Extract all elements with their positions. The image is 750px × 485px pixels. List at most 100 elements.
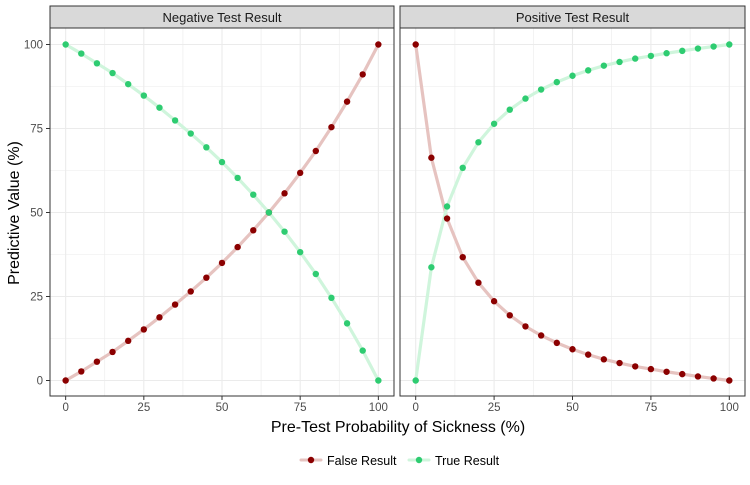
data-point-true-result (459, 164, 466, 172)
x-tick-label: 25 (137, 402, 150, 414)
data-point-true-result (632, 55, 639, 62)
x-tick-label: 50 (216, 402, 229, 414)
data-point-false-result (616, 359, 623, 367)
y-tick-label: 75 (30, 124, 43, 136)
data-point-false-result (234, 243, 241, 251)
x-tick-label: 75 (645, 402, 658, 414)
data-point-false-result (218, 259, 226, 267)
data-point-true-result (171, 117, 179, 124)
data-point-true-result (312, 270, 320, 278)
data-point-false-result (506, 312, 513, 319)
data-point-false-result (647, 365, 655, 373)
data-point-true-result (537, 86, 545, 93)
data-point-true-result (553, 78, 561, 86)
x-axis-title: Pre-Test Probability of Sickness (%) (271, 419, 525, 436)
data-point-false-result (726, 377, 733, 384)
data-point-true-result (203, 144, 210, 151)
facet-strip-title: Positive Test Result (516, 10, 630, 25)
data-point-false-result (62, 377, 69, 384)
data-point-false-result (359, 71, 366, 78)
data-point-true-result (726, 41, 733, 48)
data-point-true-result (281, 228, 288, 235)
x-tick-label: 25 (488, 402, 501, 414)
data-point-true-result (412, 377, 419, 384)
data-point-false-result (343, 98, 351, 105)
data-point-true-result (584, 67, 592, 74)
data-point-false-result (140, 326, 148, 333)
data-point-false-result (569, 346, 576, 353)
data-point-false-result (203, 274, 210, 281)
y-tick-label: 0 (37, 376, 43, 388)
data-point-false-result (296, 169, 304, 177)
data-point-false-result (171, 301, 179, 308)
y-tick-label: 50 (30, 208, 43, 220)
data-point-true-result (616, 58, 623, 66)
data-point-true-result (663, 50, 670, 57)
data-point-false-result (710, 375, 717, 382)
x-tick-label: 50 (566, 402, 579, 414)
data-point-true-result (710, 43, 717, 50)
data-point-true-result (600, 62, 608, 69)
data-point-false-result (124, 337, 132, 345)
data-point-false-result (553, 339, 561, 347)
panel-positive-test: Positive Test Result 0 25 50 75 100 (399, 5, 746, 414)
data-point-false-result (522, 323, 529, 330)
data-point-true-result (490, 120, 498, 127)
data-point-false-result (584, 351, 592, 358)
x-tick-label: 0 (62, 402, 68, 414)
panel-negative-test: Negative Test Result 0 25 50 75 100 0 25 50 75 100 (24, 5, 395, 414)
data-point-true-result (187, 130, 194, 137)
data-point-true-result (218, 158, 226, 166)
data-point-false-result (109, 348, 116, 356)
data-point-false-result (78, 368, 85, 375)
data-point-true-result (234, 174, 241, 182)
data-point-true-result (375, 377, 382, 384)
legend-true-marker (415, 456, 423, 464)
data-point-false-result (443, 215, 451, 222)
data-point-true-result (93, 60, 101, 67)
data-point-false-result (412, 41, 419, 48)
data-point-false-result (600, 356, 608, 363)
data-point-true-result (428, 264, 435, 271)
legend-true-label: True Result (435, 454, 500, 468)
data-point-false-result (328, 123, 335, 131)
data-point-true-result (569, 72, 576, 79)
data-point-true-result (140, 92, 148, 99)
data-point-false-result (93, 358, 101, 365)
data-point-true-result (343, 320, 351, 327)
x-tick-label: 100 (720, 402, 739, 414)
data-point-false-result (537, 332, 545, 339)
y-tick-label: 100 (24, 40, 43, 52)
data-point-true-result (62, 41, 69, 48)
data-point-false-result (694, 373, 702, 380)
data-point-true-result (265, 209, 273, 216)
y-axis-title: Predictive Value (%) (6, 141, 23, 285)
data-point-true-result (679, 47, 686, 55)
x-tick-label: 100 (369, 402, 388, 414)
data-point-false-result (156, 314, 163, 321)
data-point-true-result (694, 45, 702, 52)
data-point-false-result (428, 154, 435, 161)
data-point-true-result (647, 52, 655, 60)
data-point-true-result (78, 50, 85, 57)
data-point-true-result (443, 203, 451, 210)
data-point-true-result (109, 69, 116, 77)
data-point-true-result (475, 139, 482, 146)
data-point-false-result (375, 41, 382, 48)
data-point-true-result (328, 294, 335, 302)
data-point-false-result (490, 298, 498, 305)
data-point-true-result (506, 106, 513, 113)
legend: False Result True Result (299, 454, 500, 468)
legend-false-label: False Result (327, 454, 397, 468)
data-point-false-result (312, 147, 320, 155)
data-point-true-result (156, 104, 163, 111)
data-point-false-result (459, 253, 466, 261)
data-point-false-result (281, 190, 288, 197)
data-point-true-result (250, 191, 257, 198)
x-tick-label: 75 (294, 402, 307, 414)
data-point-false-result (632, 363, 639, 370)
data-point-false-result (475, 279, 482, 286)
data-point-true-result (522, 95, 529, 102)
